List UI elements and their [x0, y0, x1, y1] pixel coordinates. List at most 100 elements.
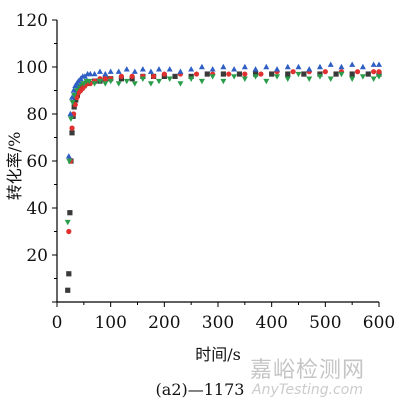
data-point — [306, 66, 313, 72]
data-point — [198, 63, 205, 70]
data-point — [115, 68, 122, 74]
data-point — [231, 74, 238, 80]
y-tick-label: 100 — [16, 58, 48, 78]
y-tick-label: 80 — [26, 105, 48, 125]
data-point — [96, 68, 103, 74]
data-series — [64, 71, 382, 226]
x-tick-label: 600 — [363, 313, 395, 333]
data-point — [301, 71, 307, 77]
data-point — [131, 81, 138, 87]
data-point — [338, 71, 345, 78]
data-point — [376, 69, 382, 75]
data-point — [147, 81, 154, 87]
data-point — [274, 74, 281, 80]
data-point — [67, 210, 73, 216]
y-tick-label: 20 — [26, 246, 48, 266]
data-point — [359, 63, 366, 70]
data-point — [316, 74, 323, 80]
data-point — [161, 71, 167, 77]
x-tick-label: 200 — [148, 313, 180, 333]
data-series — [65, 71, 382, 293]
y-tick-label: 60 — [26, 152, 48, 172]
data-point — [69, 130, 75, 136]
data-point — [316, 63, 323, 70]
data-point — [65, 153, 72, 159]
data-point — [65, 287, 71, 293]
data-point — [129, 73, 135, 79]
data-point — [139, 66, 146, 72]
data-point — [284, 63, 291, 70]
data-points — [64, 61, 382, 293]
data-point — [70, 87, 77, 93]
data-point — [236, 71, 243, 77]
data-point — [317, 71, 323, 77]
data-point — [306, 76, 313, 82]
data-point — [376, 61, 382, 67]
data-point — [69, 100, 76, 106]
x-tick-label: 500 — [309, 313, 341, 333]
data-point — [322, 69, 328, 75]
data-point — [290, 69, 296, 75]
data-point — [349, 76, 356, 82]
data-point — [91, 81, 98, 87]
data-point — [172, 73, 178, 79]
y-tick-label: 40 — [26, 199, 48, 219]
data-point — [274, 66, 281, 72]
data-point — [327, 76, 334, 82]
data-point — [376, 74, 382, 80]
data-point — [285, 71, 291, 77]
data-point — [166, 66, 173, 72]
data-point — [349, 61, 356, 67]
x-tick-label: 400 — [255, 313, 287, 333]
data-point — [87, 70, 94, 77]
figure-caption: (a2)—1173 — [155, 380, 245, 399]
data-point — [74, 94, 80, 101]
data-point — [177, 81, 184, 87]
data-point — [252, 74, 259, 80]
data-point — [252, 66, 259, 72]
data-point — [284, 76, 291, 82]
x-tick-label: 300 — [202, 313, 234, 333]
x-axis-label: 时间/s — [195, 345, 241, 364]
data-point — [96, 78, 103, 85]
tick-labels: 0 100 200 300 400 500 600 20 40 60 80 100 120 — [16, 11, 396, 333]
data-point — [263, 78, 270, 85]
data-point — [252, 71, 259, 77]
data-point — [188, 73, 194, 79]
data-point — [131, 68, 138, 74]
data-point — [102, 70, 109, 77]
data-point — [241, 76, 248, 82]
data-point — [123, 66, 130, 72]
data-point — [166, 76, 173, 82]
data-point — [295, 71, 302, 78]
data-point — [115, 81, 122, 87]
data-point — [188, 66, 195, 72]
data-point — [327, 61, 334, 67]
data-point — [67, 110, 74, 117]
data-point — [147, 68, 154, 74]
tick-marks — [52, 19, 380, 307]
data-point — [354, 69, 361, 75]
data-point — [338, 63, 345, 70]
data-point — [226, 71, 232, 77]
data-point — [371, 69, 377, 75]
data-point — [220, 78, 227, 85]
data-point — [198, 78, 205, 85]
data-series — [66, 69, 382, 235]
data-point — [241, 63, 248, 70]
data-point — [155, 78, 162, 85]
x-tick-label: 100 — [94, 313, 126, 333]
data-point — [231, 66, 238, 72]
data-point — [151, 73, 157, 79]
data-point — [204, 71, 210, 77]
data-point — [258, 71, 264, 77]
data-point — [177, 68, 184, 74]
data-point — [86, 78, 93, 85]
data-point — [193, 71, 200, 77]
data-point — [263, 63, 270, 70]
data-point — [72, 102, 78, 108]
data-point — [370, 61, 377, 67]
data-point — [295, 63, 302, 70]
data-point — [67, 116, 74, 122]
